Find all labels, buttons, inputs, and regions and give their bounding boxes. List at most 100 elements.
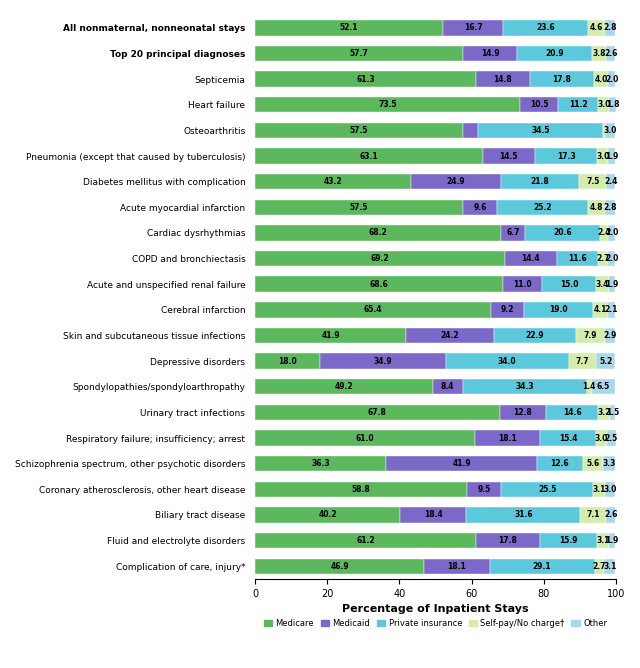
Bar <box>255 123 463 138</box>
Text: 41.9: 41.9 <box>321 331 340 340</box>
Bar <box>255 379 433 394</box>
Bar <box>542 277 596 292</box>
Text: 14.9: 14.9 <box>481 49 499 58</box>
Bar <box>497 200 588 215</box>
Text: 2.9: 2.9 <box>603 331 616 340</box>
Bar <box>255 328 406 343</box>
Bar <box>502 482 593 497</box>
Text: 4.6: 4.6 <box>590 23 604 32</box>
Bar <box>594 71 608 87</box>
Bar <box>463 46 517 61</box>
Bar <box>593 482 605 497</box>
Text: 17.8: 17.8 <box>499 536 517 545</box>
Text: 31.6: 31.6 <box>514 510 532 520</box>
Legend: Medicare, Medicaid, Private insurance, Self-pay/No charge†, Other: Medicare, Medicaid, Private insurance, S… <box>260 616 611 631</box>
Text: 52.1: 52.1 <box>340 23 358 32</box>
Text: 12.8: 12.8 <box>513 408 532 417</box>
Bar <box>501 225 525 240</box>
Text: 2.0: 2.0 <box>605 75 618 84</box>
Text: 65.4: 65.4 <box>364 305 382 315</box>
Bar <box>603 456 615 472</box>
Bar <box>406 328 493 343</box>
Bar <box>530 71 594 87</box>
Text: 3.0: 3.0 <box>595 434 608 442</box>
Text: 7.5: 7.5 <box>586 177 600 186</box>
Text: 11.0: 11.0 <box>513 280 532 289</box>
Bar <box>502 277 542 292</box>
Text: 2.5: 2.5 <box>605 434 618 442</box>
Bar <box>476 71 530 87</box>
Text: 1.9: 1.9 <box>605 536 619 545</box>
Bar <box>535 148 597 164</box>
Text: 2.4: 2.4 <box>604 177 618 186</box>
Text: 40.2: 40.2 <box>318 510 337 520</box>
X-axis label: Percentage of Inpatient Stays: Percentage of Inpatient Stays <box>342 605 529 615</box>
Text: 68.6: 68.6 <box>369 280 388 289</box>
Bar <box>607 430 616 446</box>
Bar <box>610 405 616 420</box>
Text: 61.2: 61.2 <box>356 536 375 545</box>
Text: 5.2: 5.2 <box>599 357 612 365</box>
Bar <box>546 405 598 420</box>
Bar <box>568 353 596 369</box>
Text: 14.4: 14.4 <box>522 254 540 263</box>
Text: 2.7: 2.7 <box>596 254 610 263</box>
Text: 20.9: 20.9 <box>545 49 564 58</box>
Bar <box>606 507 616 522</box>
Bar <box>505 251 557 267</box>
Bar <box>476 533 540 548</box>
Text: 18.4: 18.4 <box>424 510 443 520</box>
Bar <box>598 405 610 420</box>
Text: 18.0: 18.0 <box>278 357 297 365</box>
Bar <box>607 174 615 189</box>
Text: 57.5: 57.5 <box>349 126 368 135</box>
Bar <box>478 123 603 138</box>
Bar <box>558 97 598 112</box>
Text: 3.0: 3.0 <box>596 152 609 160</box>
Text: 14.6: 14.6 <box>563 408 582 417</box>
Bar <box>467 507 580 522</box>
Bar <box>386 456 537 472</box>
Text: 41.9: 41.9 <box>452 459 471 468</box>
Text: 16.7: 16.7 <box>464 23 483 32</box>
Text: 36.3: 36.3 <box>311 459 330 468</box>
Bar <box>608 251 616 267</box>
Text: 15.4: 15.4 <box>559 434 577 442</box>
Text: 11.2: 11.2 <box>569 100 588 110</box>
Text: 3.8: 3.8 <box>593 49 606 58</box>
Bar <box>483 148 535 164</box>
Bar <box>255 302 491 317</box>
Bar <box>255 353 320 369</box>
Text: 57.5: 57.5 <box>349 203 368 212</box>
Bar <box>604 558 616 574</box>
Bar <box>557 251 598 267</box>
Text: 1.5: 1.5 <box>606 408 620 417</box>
Text: 22.9: 22.9 <box>525 331 544 340</box>
Bar <box>500 174 579 189</box>
Text: 12.6: 12.6 <box>550 459 569 468</box>
Text: 34.3: 34.3 <box>515 382 534 391</box>
Text: 3.0: 3.0 <box>604 485 617 494</box>
Bar <box>255 405 500 420</box>
Bar <box>443 20 503 35</box>
Bar <box>579 174 607 189</box>
Bar <box>595 558 604 574</box>
Text: 5.6: 5.6 <box>586 459 599 468</box>
Bar <box>609 277 616 292</box>
Bar <box>400 507 467 522</box>
Bar <box>598 251 608 267</box>
Text: 4.0: 4.0 <box>595 75 608 84</box>
Text: 34.0: 34.0 <box>498 357 516 365</box>
Bar <box>587 379 591 394</box>
Bar <box>605 328 615 343</box>
Text: 2.8: 2.8 <box>604 203 617 212</box>
Text: 3.2: 3.2 <box>598 408 611 417</box>
Text: 17.8: 17.8 <box>552 75 571 84</box>
Bar <box>411 174 500 189</box>
Text: 24.2: 24.2 <box>440 331 459 340</box>
Text: 4.8: 4.8 <box>590 203 604 212</box>
Text: 6.5: 6.5 <box>596 382 610 391</box>
Bar <box>525 225 600 240</box>
Bar <box>463 200 497 215</box>
Text: 9.2: 9.2 <box>501 305 515 315</box>
